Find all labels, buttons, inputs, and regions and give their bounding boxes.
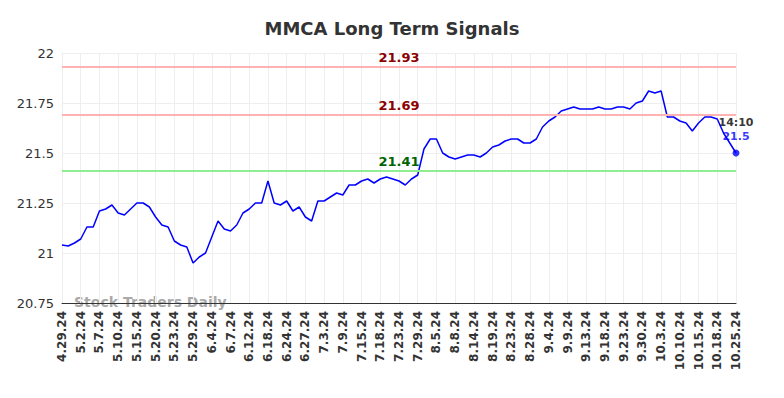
svg-text:6.18.24: 6.18.24: [261, 311, 275, 362]
svg-text:10.25.24: 10.25.24: [729, 311, 743, 370]
svg-text:6.7.24: 6.7.24: [224, 311, 238, 354]
svg-text:5.20.24: 5.20.24: [149, 311, 163, 362]
svg-text:9.4.24: 9.4.24: [542, 311, 556, 354]
svg-text:21.25: 21.25: [17, 196, 54, 211]
svg-text:10.15.24: 10.15.24: [692, 311, 706, 370]
svg-text:7.18.24: 7.18.24: [373, 311, 387, 362]
svg-text:21.75: 21.75: [17, 96, 54, 111]
svg-text:5.2.24: 5.2.24: [74, 311, 88, 354]
svg-text:7.9.24: 7.9.24: [336, 311, 350, 354]
svg-text:6.27.24: 6.27.24: [298, 311, 312, 362]
svg-text:8.23.24: 8.23.24: [504, 311, 518, 362]
svg-text:8.14.24: 8.14.24: [467, 311, 481, 362]
svg-text:8.19.24: 8.19.24: [486, 311, 500, 362]
svg-text:21.41: 21.41: [378, 154, 419, 169]
svg-text:8.28.24: 8.28.24: [523, 311, 537, 362]
svg-text:5.15.24: 5.15.24: [130, 311, 144, 362]
svg-text:6.24.24: 6.24.24: [280, 311, 294, 362]
svg-text:5.10.24: 5.10.24: [111, 311, 125, 362]
svg-text:21: 21: [37, 246, 54, 261]
svg-text:7.3.24: 7.3.24: [317, 311, 331, 354]
svg-text:MMCA Long Term Signals: MMCA Long Term Signals: [265, 18, 520, 39]
svg-text:5.23.24: 5.23.24: [167, 311, 181, 362]
svg-text:10.10.24: 10.10.24: [673, 311, 687, 370]
svg-text:9.13.24: 9.13.24: [579, 311, 593, 362]
svg-text:21.5: 21.5: [722, 130, 750, 143]
svg-text:7.29.24: 7.29.24: [411, 311, 425, 362]
svg-text:10.3.24: 10.3.24: [654, 311, 668, 362]
svg-text:6.12.24: 6.12.24: [242, 311, 256, 362]
svg-text:10.18.24: 10.18.24: [710, 311, 724, 370]
svg-text:7.23.24: 7.23.24: [392, 311, 406, 362]
svg-text:21.93: 21.93: [378, 50, 419, 65]
svg-text:9.23.24: 9.23.24: [617, 311, 631, 362]
svg-text:Stock Traders Daily: Stock Traders Daily: [74, 294, 227, 310]
svg-text:21.69: 21.69: [378, 98, 419, 113]
svg-text:5.7.24: 5.7.24: [92, 311, 106, 354]
svg-text:5.29.24: 5.29.24: [186, 311, 200, 362]
svg-text:7.15.24: 7.15.24: [355, 311, 369, 362]
svg-text:8.5.24: 8.5.24: [429, 311, 443, 354]
svg-text:14:10: 14:10: [718, 116, 753, 129]
svg-text:4.29.24: 4.29.24: [55, 311, 69, 362]
svg-text:8.8.24: 8.8.24: [448, 311, 462, 354]
svg-text:9.30.24: 9.30.24: [635, 311, 649, 362]
svg-text:6.4.24: 6.4.24: [205, 311, 219, 354]
svg-text:20.75: 20.75: [17, 296, 54, 311]
svg-text:21.5: 21.5: [25, 146, 54, 161]
svg-text:22: 22: [37, 46, 54, 61]
svg-text:9.18.24: 9.18.24: [598, 311, 612, 362]
svg-text:9.9.24: 9.9.24: [561, 311, 575, 354]
